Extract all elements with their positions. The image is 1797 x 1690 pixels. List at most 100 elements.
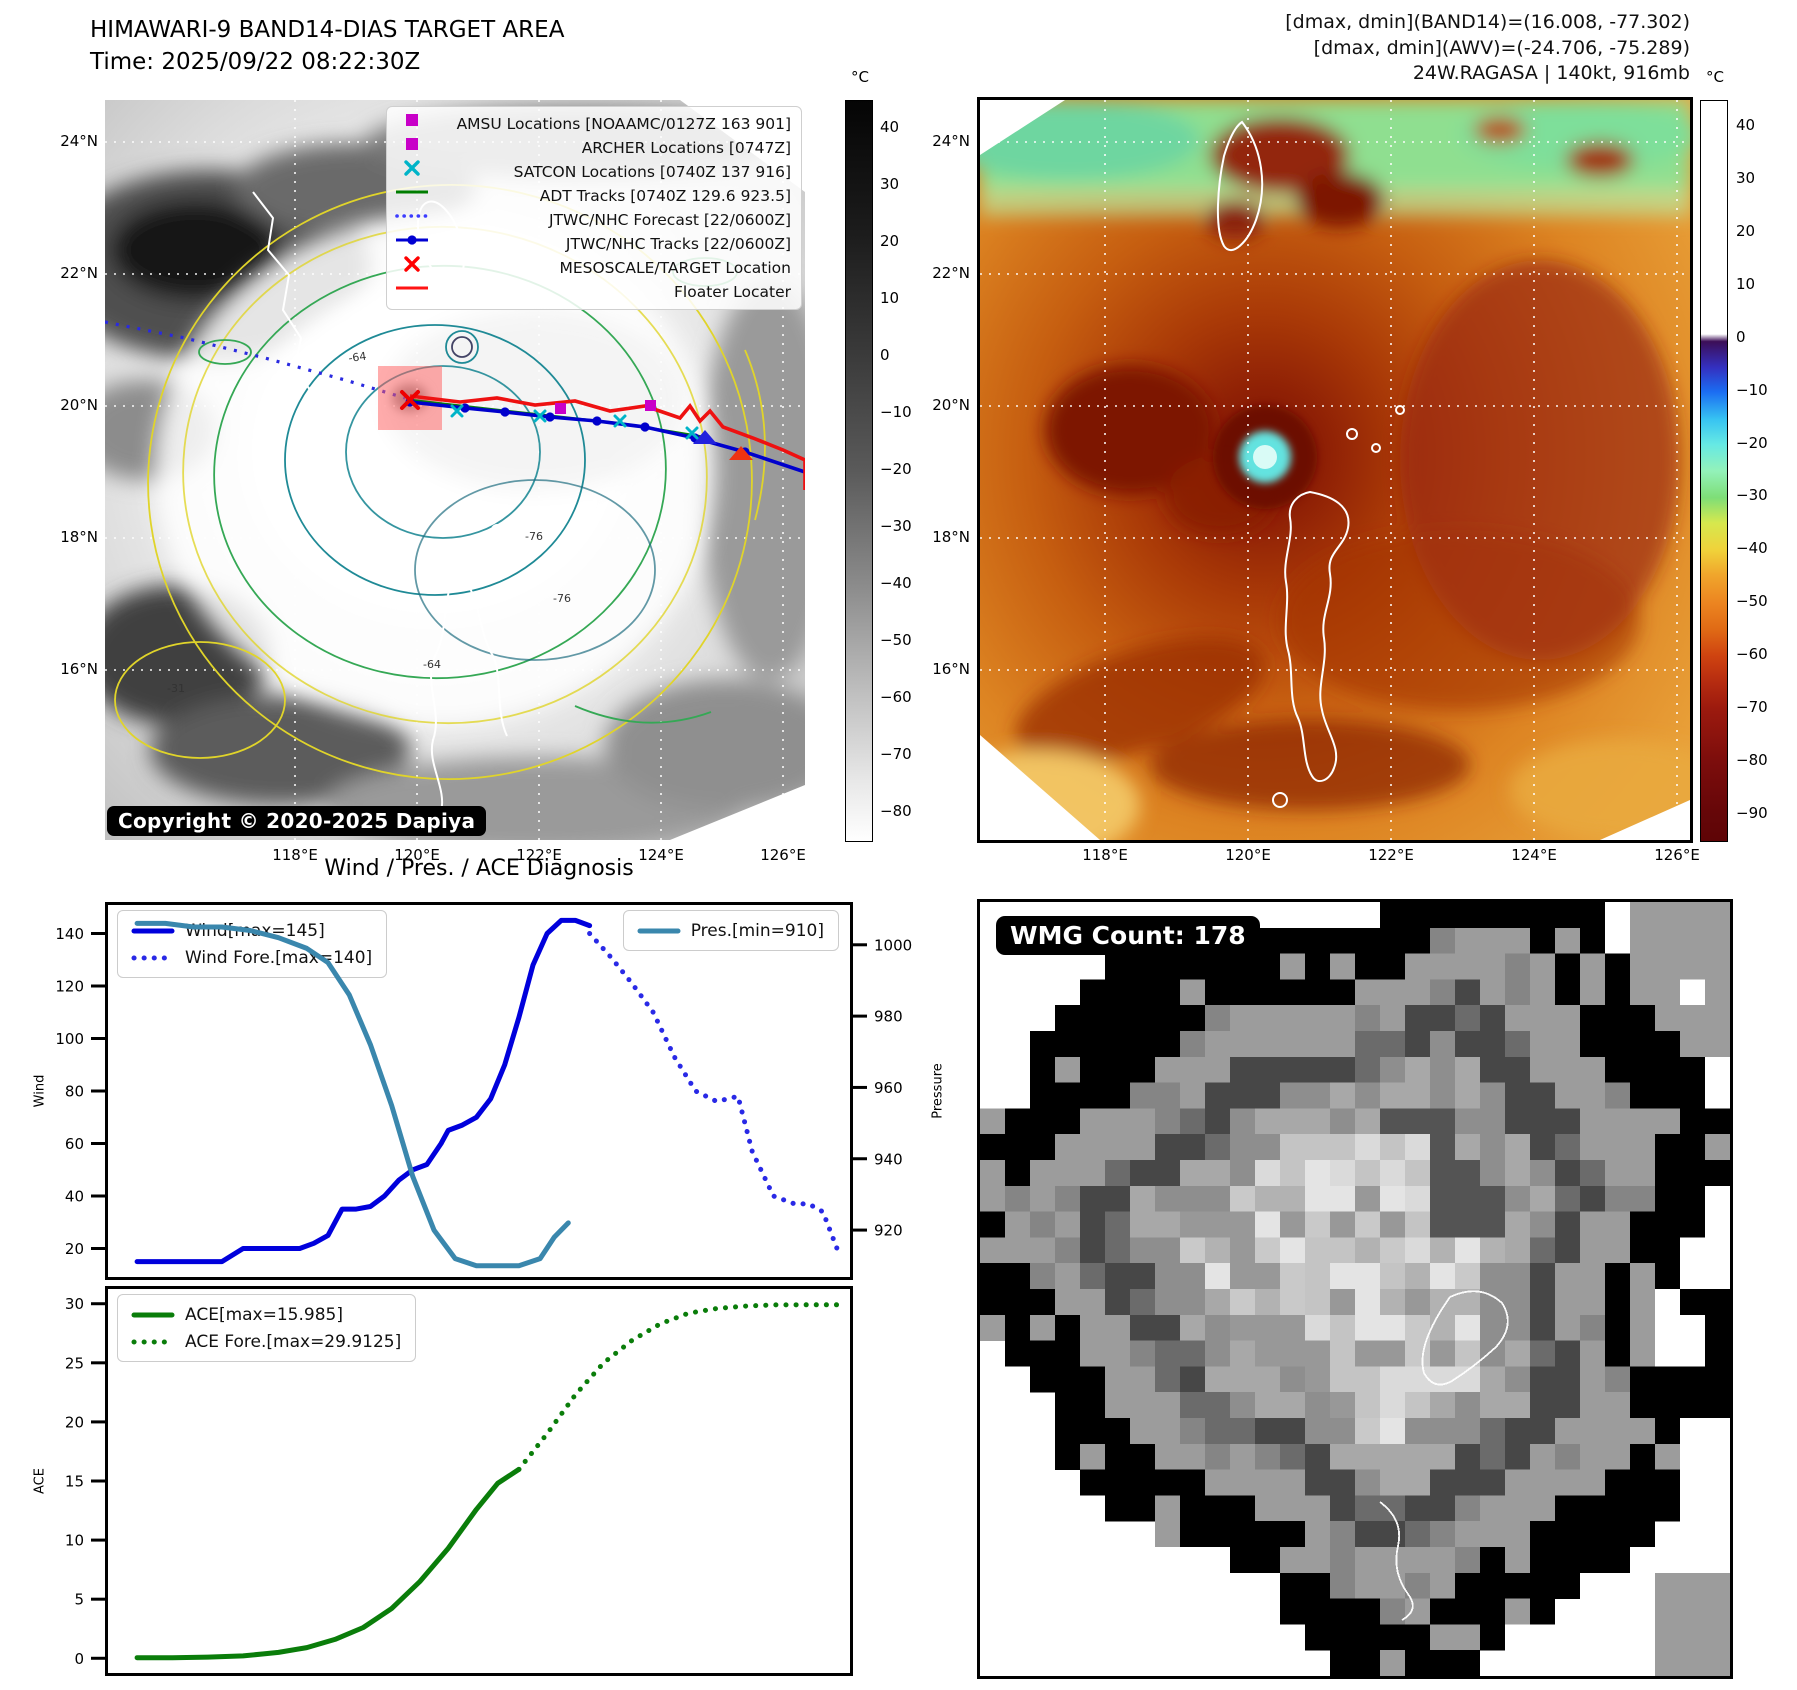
graticule xyxy=(105,100,805,840)
left-panel-title: HIMAWARI-9 BAND14-DIAS TARGET AREA xyxy=(90,17,565,43)
y-tick-label: 0 xyxy=(74,1650,84,1668)
dmax-dmin-awv: [dmax, dmin](AWV)=(-24.706, -75.289) xyxy=(1313,36,1690,59)
graticule xyxy=(980,100,1690,840)
chart-legend-row: ACE Fore.[max=29.9125] xyxy=(131,1328,402,1355)
solid-line-legend-icon xyxy=(131,1312,175,1317)
dotted-line-legend-icon xyxy=(131,1339,175,1344)
left-panel-title-block: HIMAWARI-9 BAND14-DIAS TARGET AREA Time:… xyxy=(90,14,564,78)
right-colorbar-tick-label: 10 xyxy=(1736,275,1756,293)
coastlines xyxy=(1216,120,1405,808)
right-map-x-tick-label: 126°E xyxy=(1654,846,1700,864)
left-colorbar-tick-label: −50 xyxy=(880,630,912,649)
y-tick-label: 60 xyxy=(65,1135,84,1153)
y-tick-label: 960 xyxy=(874,1079,903,1097)
swath-cut xyxy=(980,735,1100,840)
contour-label: -76 xyxy=(525,530,543,543)
right-map-x-tick-label: 122°E xyxy=(1368,846,1414,864)
left-colorbar-tick-label: 0 xyxy=(880,346,890,365)
color-ir-map-art xyxy=(980,100,1690,840)
right-colorbar-tick-label: 20 xyxy=(1736,222,1756,241)
map-legend-label: ADT Tracks [0740Z 129.6 923.5] xyxy=(539,187,791,205)
map-legend: AMSU Locations [NOAAMC/0127Z 163 901] ARC… xyxy=(385,106,802,310)
swath-cut xyxy=(1600,800,1690,840)
left-map-x-tick-label: 122°E xyxy=(516,846,562,864)
contour-label: -64 xyxy=(348,350,368,365)
dmax-dmin-band14: [dmax, dmin](BAND14)=(16.008, -77.302) xyxy=(1285,11,1690,33)
y-tick-label: 120 xyxy=(55,978,84,996)
map-legend-row: ARCHER Locations [0747Z] xyxy=(394,136,791,160)
dotted-legend-marker-icon xyxy=(394,214,430,218)
pressure-axis-label: Pressure xyxy=(930,1063,946,1119)
left-colorbar-tick-label: −80 xyxy=(880,801,912,820)
right-colorbar-tick-label: −60 xyxy=(1736,645,1768,663)
band14-ir-map: -64 -76 -64 -76 -31 AMSU Locations [NOAAMC/0… xyxy=(105,100,805,840)
right-map-x-tick-label: 118°E xyxy=(1082,846,1128,864)
right-colorbar-tick-label: −40 xyxy=(1736,539,1768,558)
map-legend-label: AMSU Locations [NOAAMC/0127Z 163 901] xyxy=(456,115,791,133)
map-legend-label: Floater Locater xyxy=(674,283,791,301)
wmg-count-badge: WMG Count: 178 xyxy=(996,916,1260,955)
right-colorbar-tick-label: −80 xyxy=(1736,750,1768,769)
left-map-y-tick-label: 24°N xyxy=(60,132,98,150)
y-tick-label: 10 xyxy=(65,1532,84,1550)
chart-legend-label: Pres.[min=910] xyxy=(690,920,824,941)
wind-axis-label: Wind xyxy=(32,1074,48,1108)
left-colorbar-tick-label: −20 xyxy=(880,460,912,478)
map-legend-row: Floater Locater xyxy=(394,280,791,304)
ace-axis-label: ACE xyxy=(32,1468,48,1494)
right-colorbar-tick-label: −30 xyxy=(1736,486,1768,505)
windChart-plot: 20 40 60 80 100 120 140 920 940 960 980 1000 xyxy=(55,902,912,1280)
left-map-y-tick-label: 20°N xyxy=(60,396,98,414)
y-tick-label: 940 xyxy=(874,1150,903,1168)
solid-line-legend-icon xyxy=(637,928,681,933)
chart-legend-left: ACE[max=15.985] ACE Fore.[max=29.9125] xyxy=(117,1294,417,1362)
satcon-markers xyxy=(450,404,699,440)
diagnosis-title: Wind / Pres. / ACE Diagnosis xyxy=(324,856,634,881)
map-legend-row: JTWC/NHC Forecast [22/0600Z] xyxy=(394,208,791,232)
right-colorbar-tick-label: 30 xyxy=(1736,169,1756,188)
map-legend-label: JTWC/NHC Forecast [22/0600Z] xyxy=(548,211,791,229)
right-map-y-tick-label: 24°N xyxy=(932,132,970,150)
left-map-x-tick-label: 118°E xyxy=(272,846,318,864)
series-ace-fore-max-29-9125- xyxy=(516,1302,840,1472)
square-legend-marker-icon xyxy=(405,114,418,126)
left-map-x-tick-label: 126°E xyxy=(760,846,806,864)
right-map-x-tick-label: 124°E xyxy=(1511,846,1557,864)
map-legend-row: JTWC/NHC Tracks [22/0600Z] xyxy=(394,232,791,256)
left-colorbar-tick-label: −40 xyxy=(880,573,912,592)
left-colorbar-tick-label: 40 xyxy=(880,118,900,137)
track-triangle-blue xyxy=(693,430,717,444)
square-legend-marker-icon xyxy=(405,138,418,150)
left-colorbar xyxy=(845,100,873,842)
contour-label: -76 xyxy=(553,592,571,605)
x-legend-marker-icon xyxy=(403,160,420,176)
aceChart-plot: 0 5 10 15 20 25 30 xyxy=(65,1286,853,1676)
map-legend-row: AMSU Locations [NOAAMC/0127Z 163 901] xyxy=(394,112,791,136)
right-map-y-tick-label: 18°N xyxy=(932,528,970,546)
chart-legend-row: ACE[max=15.985] xyxy=(131,1301,401,1328)
left-colorbar-tick-label: −60 xyxy=(880,687,912,706)
map-legend-label: JTWC/NHC Tracks [22/0600Z] xyxy=(565,235,791,253)
line-legend-marker-icon xyxy=(395,190,428,194)
left-colorbar-tick-label: 20 xyxy=(880,232,900,251)
right-map-x-tick-label: 120°E xyxy=(1225,846,1271,864)
contour-labels: -64 -76 -64 -76 -31 xyxy=(167,350,571,695)
y-tick-label: 80 xyxy=(65,1083,84,1101)
chart-legend-label: ACE[max=15.985] xyxy=(185,1304,343,1325)
color-ir-map xyxy=(977,97,1693,843)
contour-label: -64 xyxy=(423,658,441,671)
track-triangle-red xyxy=(729,446,753,460)
right-colorbar-tick-label: −20 xyxy=(1736,433,1768,452)
right-panel-header: [dmax, dmin](BAND14)=(16.008, -77.302) [… xyxy=(1285,10,1690,87)
dotted-line-legend-icon xyxy=(131,955,175,960)
map-legend-row: ADT Tracks [0740Z 129.6 923.5] xyxy=(394,184,791,208)
left-colorbar-tick-label: −10 xyxy=(880,403,912,422)
right-colorbar-tick-label: 40 xyxy=(1736,116,1756,135)
y-tick-label: 1000 xyxy=(874,936,912,954)
right-colorbar-tick-label: −70 xyxy=(1736,697,1768,716)
chart-legend-right: Pres.[min=910] xyxy=(622,910,839,951)
chart-legend-label: ACE Fore.[max=29.9125] xyxy=(185,1331,402,1352)
left-map-y-tick-label: 16°N xyxy=(60,660,98,678)
y-tick-label: 920 xyxy=(874,1222,903,1240)
